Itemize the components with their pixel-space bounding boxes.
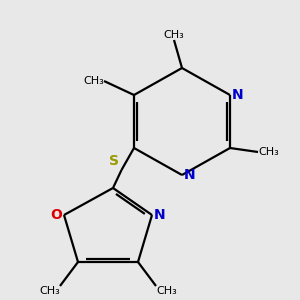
Text: CH₃: CH₃: [39, 286, 60, 296]
Text: N: N: [184, 168, 196, 182]
Text: N: N: [154, 208, 166, 222]
Text: S: S: [110, 154, 119, 168]
Text: CH₃: CH₃: [156, 286, 177, 296]
Text: CH₃: CH₃: [164, 30, 184, 40]
Text: O: O: [50, 208, 62, 222]
Text: N: N: [232, 88, 244, 102]
Text: CH₃: CH₃: [83, 76, 104, 86]
Text: CH₃: CH₃: [258, 147, 279, 157]
